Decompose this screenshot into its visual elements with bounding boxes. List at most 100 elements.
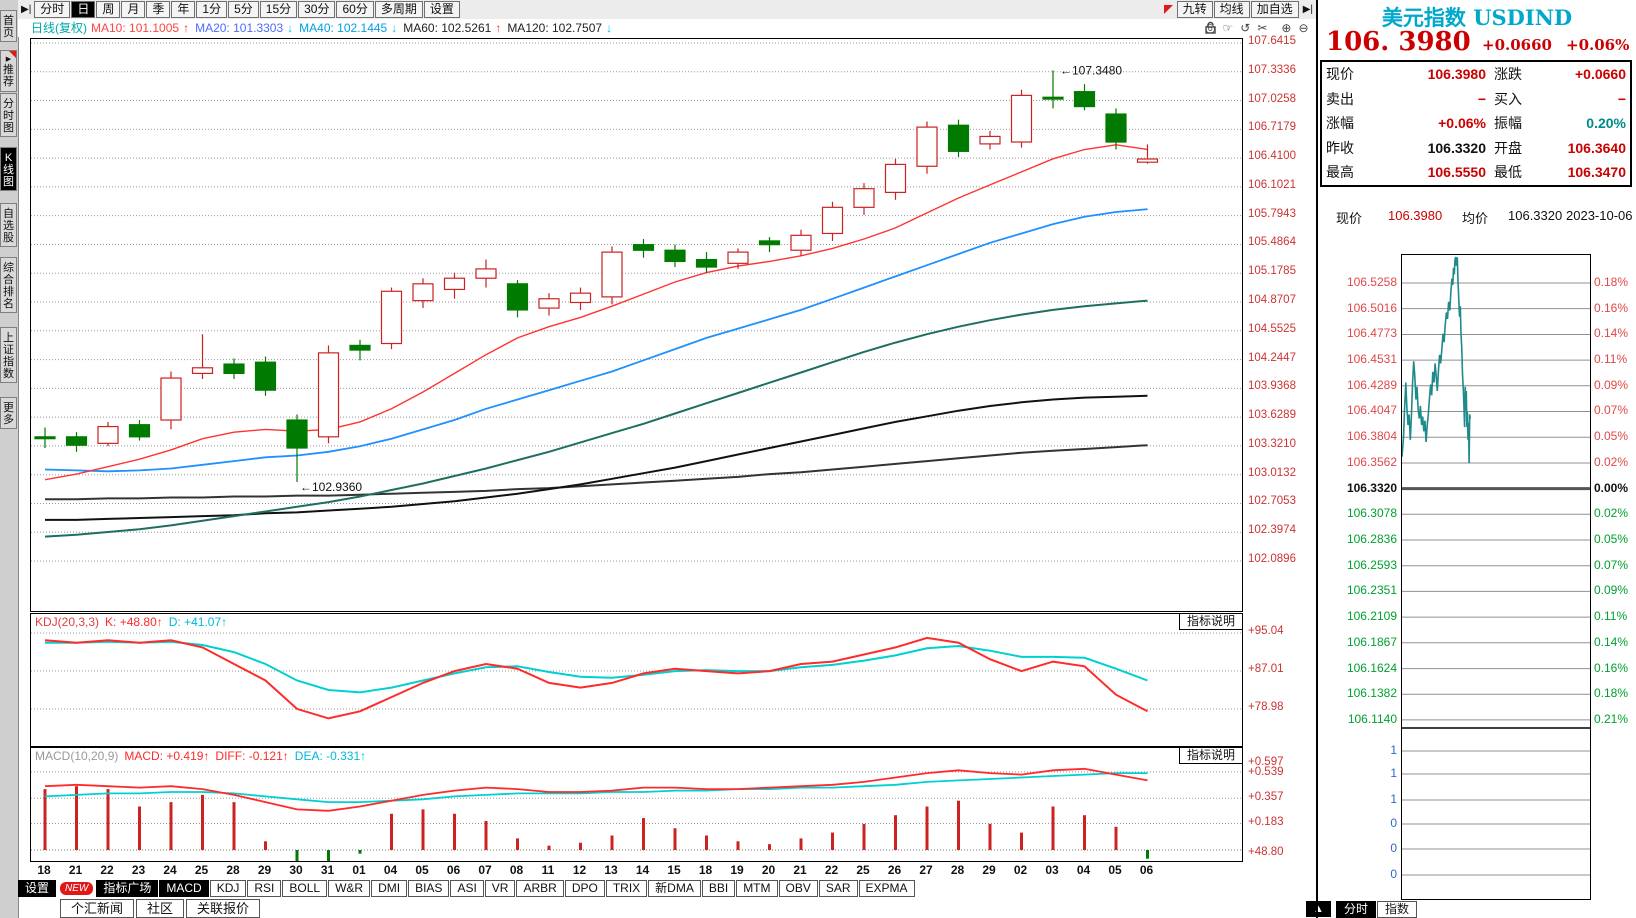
mini-volume-label: 1 [1390, 743, 1397, 757]
mini-tab-分时[interactable]: 分时 [1336, 901, 1377, 918]
date-axis-label: 21 [793, 863, 807, 877]
period-tab-30分[interactable]: 30分 [298, 1, 336, 18]
sidebar-item-char: 分 [3, 98, 14, 110]
kdj-value: K: +48.80↑ [105, 615, 163, 629]
indicator-button-BBI[interactable]: BBI [701, 879, 736, 897]
macd-hist-bar-up [201, 794, 204, 850]
indicator-button-BOLL[interactable]: BOLL [282, 879, 328, 897]
zoom-in-icon[interactable]: ⊕ [1281, 21, 1292, 35]
period-tab-分时[interactable]: 分时 [34, 1, 71, 18]
new-badge[interactable]: NEW [60, 881, 94, 895]
period-tab-月[interactable]: 月 [121, 1, 146, 18]
indicator-button-DPO[interactable]: DPO [564, 879, 605, 897]
indicator-button-OBV[interactable]: OBV [778, 879, 818, 897]
hand-icon[interactable]: ☞ [1222, 21, 1234, 35]
panel-divider [1316, 0, 1318, 918]
scissors-icon[interactable]: ✂ [1257, 21, 1268, 35]
period-tab-5分[interactable]: 5分 [228, 1, 259, 18]
mini-pct-label: 0.18% [1594, 686, 1629, 701]
period-tab-设置[interactable]: 设置 [423, 1, 460, 18]
toolbar-button-九转[interactable]: 九转 [1176, 1, 1213, 18]
candle [475, 259, 497, 288]
sidebar-item-char: 推 [3, 64, 14, 76]
price-axis-label: 105.4864 [1248, 236, 1296, 249]
indicator-button-MTM[interactable]: MTM [736, 879, 778, 897]
macd-help-button[interactable]: 指标说明 [1179, 747, 1243, 764]
eye-icon[interactable]: ◎ [1205, 21, 1216, 35]
trend-arrow-icon: ↑ [183, 21, 190, 35]
indicator-button-指标广场[interactable]: 指标广场 [96, 879, 159, 897]
macd-hist-bar-up [1114, 826, 1118, 850]
indicator-button-SAR[interactable]: SAR [818, 879, 858, 897]
date-axis-label: 02 [1013, 863, 1028, 877]
kdj-panel[interactable]: KDJ(20,3,3) K: +48.80↑ D: +41.07↑ 指标说明 [30, 613, 1243, 747]
period-tab-15分[interactable]: 15分 [259, 1, 298, 18]
mini-tab-指数[interactable]: 指数 [1377, 901, 1418, 918]
collapse-button[interactable]: ▲ [1306, 901, 1331, 917]
macd-hist-bar-down [295, 850, 299, 861]
quote-value: − [1617, 90, 1626, 107]
ma-line-ma40 [44, 299, 1148, 538]
indicator-button-W&R[interactable]: W&R [328, 879, 371, 897]
kdj-k-line [44, 636, 1148, 720]
price-axis-label: 103.6289 [1248, 409, 1296, 422]
price-change-pct: +0.06% [1566, 36, 1630, 54]
period-tab-季[interactable]: 季 [146, 1, 171, 18]
indicator-button-ASI[interactable]: ASI [450, 879, 484, 897]
sidebar-item-7[interactable]: 上证指数 [0, 327, 17, 383]
indicator-button-DMI[interactable]: DMI [371, 879, 408, 897]
indicator-button-VR[interactable]: VR [484, 879, 516, 897]
toolbar-button-加自选[interactable]: 加自选 [1250, 1, 1299, 18]
date-axis-label: 14 [635, 863, 650, 877]
period-tab-多周期[interactable]: 多周期 [374, 1, 423, 18]
scroll-left-icon[interactable]: ▶| [21, 4, 32, 15]
candle [727, 248, 749, 269]
toolbar-button-均线[interactable]: 均线 [1213, 1, 1250, 18]
sidebar-item-5[interactable]: 自选股 [0, 203, 17, 247]
mini-price-label: 106.3320 [1346, 480, 1397, 495]
candlestick-chart[interactable]: ←107.3480 ←102.9360 [30, 38, 1243, 612]
indicator-button-ARBR[interactable]: ARBR [516, 879, 564, 897]
indicator-button-MACD[interactable]: MACD [159, 879, 209, 897]
macd-hist-bar-up [673, 828, 677, 850]
bottom-tab-关联报价[interactable]: 关联报价 [186, 899, 261, 918]
sidebar-item-6[interactable]: 综合排名 [0, 257, 17, 313]
indicator-button-新DMA[interactable]: 新DMA [648, 879, 701, 897]
zoom-out-icon[interactable]: ⊖ [1298, 21, 1309, 35]
indicator-button-KDJ[interactable]: KDJ [209, 879, 247, 897]
macd-hist-bar-up [264, 841, 267, 850]
macd-hist-bar-up [516, 838, 519, 850]
period-tab-日[interactable]: 日 [71, 1, 96, 18]
date-axis-label: 19 [730, 863, 744, 877]
kdj-help-button[interactable]: 指标说明 [1179, 613, 1243, 630]
mini-price-label: 106.1867 [1346, 634, 1397, 649]
candle [853, 183, 875, 215]
indicator-button-TRIX[interactable]: TRIX [605, 879, 648, 897]
quote-value: 106.3320 [1427, 139, 1486, 156]
price-axis-label: 107.0258 [1248, 92, 1296, 105]
period-tab-60分[interactable]: 60分 [336, 1, 374, 18]
scroll-right-icon[interactable]: ▶| [1302, 4, 1313, 15]
macd-panel[interactable]: MACD(10,20,9) MACD: +0.419↑ DIFF: -0.121↑ D… [30, 747, 1243, 862]
quote-label: 最低 [1494, 164, 1522, 181]
bottom-tab-社区[interactable]: 社区 [136, 899, 185, 918]
intraday-mini-chart[interactable] [1401, 254, 1591, 900]
sidebar-item-2[interactable]: ▶ 推荐 [0, 50, 17, 92]
sidebar-item-8[interactable]: 更多 [0, 397, 17, 429]
sidebar-item-3[interactable]: 分时图 [0, 93, 17, 137]
sidebar-item-1[interactable]: 首页 [0, 10, 17, 42]
trend-arrow-icon: ↓ [606, 21, 613, 35]
indicator-button-BIAS[interactable]: BIAS [408, 879, 450, 897]
bottom-tab-个汇新闻[interactable]: 个汇新闻 [60, 899, 135, 918]
price-axis-label: 104.2447 [1248, 351, 1296, 364]
indicator-button-EXPMA[interactable]: EXPMA [858, 879, 915, 897]
undo-icon[interactable]: ↺ [1240, 21, 1251, 35]
period-tab-周[interactable]: 周 [96, 1, 121, 18]
indicator-button-设置[interactable]: 设置 [18, 879, 57, 897]
date-axis-label: 29 [257, 863, 272, 877]
indicator-button-RSI[interactable]: RSI [247, 879, 282, 897]
period-tab-年[interactable]: 年 [171, 1, 196, 18]
period-tab-1分[interactable]: 1分 [196, 1, 228, 18]
macd-diff-line [44, 767, 1148, 812]
